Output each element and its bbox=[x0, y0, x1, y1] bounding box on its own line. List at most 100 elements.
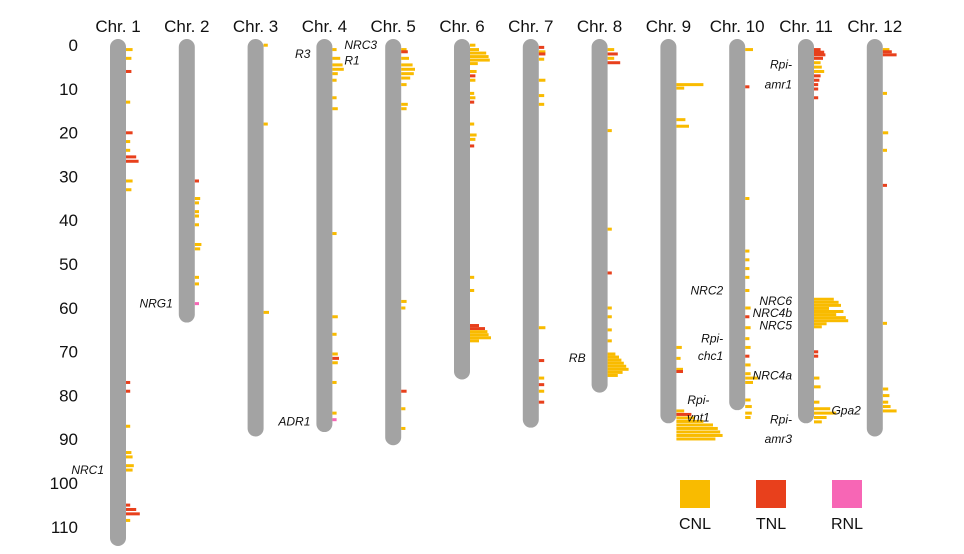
gene-marker-tnl bbox=[745, 315, 750, 319]
gene-marker-tnl bbox=[538, 45, 545, 49]
gene-marker-cnl bbox=[194, 197, 201, 200]
chromosome-label: Chr. 10 bbox=[710, 17, 765, 36]
gene-marker-cnl bbox=[538, 94, 545, 98]
gene-marker-cnl bbox=[882, 48, 890, 52]
gene-marker-cnl bbox=[814, 400, 820, 404]
gene-marker-cnl bbox=[607, 370, 623, 374]
gene-marker-cnl bbox=[332, 107, 338, 111]
gene-marker-cnl bbox=[470, 336, 491, 340]
gene-marker-tnl bbox=[814, 87, 819, 91]
gene-marker-cnl bbox=[126, 148, 131, 152]
gene-marker-cnl bbox=[538, 376, 545, 380]
gene-marker-cnl bbox=[745, 48, 753, 52]
gene-marker-cnl bbox=[126, 188, 132, 192]
gene-marker-cnl bbox=[470, 330, 488, 334]
gene-marker-cnl bbox=[745, 416, 751, 419]
gene-marker-cnl bbox=[470, 48, 479, 52]
gene-marker-tnl bbox=[126, 155, 137, 159]
y-tick-label: 50 bbox=[59, 255, 78, 274]
gene-marker-cnl bbox=[745, 267, 750, 271]
chromosome-bar bbox=[729, 39, 746, 411]
gene-label: Rpi- bbox=[770, 58, 792, 72]
gene-marker-cnl bbox=[814, 322, 827, 326]
legend-label: TNL bbox=[756, 516, 786, 533]
chromosome-label: Chr. 2 bbox=[164, 17, 209, 36]
gene-marker-cnl bbox=[470, 122, 475, 126]
chromosome-bar bbox=[247, 39, 264, 437]
gene-marker-cnl bbox=[263, 43, 268, 47]
gene-marker-cnl bbox=[814, 310, 844, 314]
gene-marker-tnl bbox=[814, 354, 819, 358]
gene-marker-cnl bbox=[470, 288, 475, 292]
gene-marker-cnl bbox=[470, 43, 476, 47]
chromosome-label: Chr. 7 bbox=[508, 17, 553, 36]
gene-marker-cnl bbox=[745, 411, 752, 415]
gene-marker-cnl bbox=[745, 405, 752, 409]
gene-marker-cnl bbox=[607, 129, 612, 133]
chromosome-bar bbox=[660, 39, 677, 424]
gene-marker-cnl bbox=[607, 355, 619, 359]
y-tick-label: 0 bbox=[69, 36, 78, 55]
gene-marker-cnl bbox=[126, 179, 133, 183]
gene-marker-cnl bbox=[814, 306, 829, 310]
chromosome-bar bbox=[454, 39, 470, 380]
y-tick-label: 70 bbox=[59, 343, 78, 362]
gene-marker-cnl bbox=[745, 363, 751, 367]
gene-marker-cnl bbox=[126, 464, 134, 468]
gene-label: NRC3 bbox=[344, 38, 377, 52]
gene-marker-tnl bbox=[882, 53, 897, 57]
gene-marker-cnl bbox=[745, 197, 750, 200]
gene-marker-cnl bbox=[332, 72, 338, 76]
gene-marker-cnl bbox=[126, 455, 133, 459]
gene-marker-cnl bbox=[126, 424, 131, 428]
gene-marker-cnl bbox=[814, 313, 837, 317]
gene-marker-cnl bbox=[538, 389, 545, 393]
gene-marker-cnl bbox=[607, 48, 615, 52]
gene-marker-cnl bbox=[676, 124, 689, 128]
gene-marker-cnl bbox=[676, 423, 713, 427]
gene-marker-cnl bbox=[401, 72, 414, 76]
chromosome-bar bbox=[522, 39, 539, 428]
gene-marker-tnl bbox=[814, 96, 819, 100]
gene-marker-cnl bbox=[470, 137, 476, 141]
chromosome-group: Chr. 1 Chr. 2 Chr. 3 Chr. 4 Chr. 5 Chr. 6 Chr.… bbox=[95, 17, 902, 546]
legend-swatch-tnl bbox=[756, 480, 786, 508]
gene-marker-cnl bbox=[676, 345, 682, 349]
chromosome-label: Chr. 6 bbox=[439, 17, 484, 36]
gene-marker-cnl bbox=[882, 91, 887, 95]
gene-marker-cnl bbox=[814, 416, 827, 419]
gene-marker-cnl bbox=[882, 321, 887, 325]
gene-marker-cnl bbox=[882, 405, 891, 409]
gene-marker-cnl bbox=[332, 315, 338, 319]
gene-marker-cnl bbox=[332, 411, 337, 415]
gene-marker-tnl bbox=[470, 324, 479, 328]
gene-marker-tnl bbox=[194, 179, 199, 183]
gene-marker-rnl bbox=[332, 418, 337, 422]
gene-marker-cnl bbox=[814, 407, 831, 411]
gene-marker-tnl bbox=[814, 78, 820, 82]
gene-marker-tnl bbox=[676, 412, 692, 416]
gene-marker-cnl bbox=[332, 352, 338, 356]
y-tick-label: 10 bbox=[59, 80, 78, 99]
gene-marker-tnl bbox=[126, 507, 137, 511]
chromosome-label: Chr. 5 bbox=[371, 17, 416, 36]
gene-label: NRC5 bbox=[759, 318, 792, 332]
gene-marker-cnl bbox=[401, 102, 408, 106]
gene-marker-tnl bbox=[470, 100, 475, 104]
gene-marker-cnl bbox=[126, 518, 131, 522]
gene-marker-cnl bbox=[676, 83, 704, 87]
gene-marker-cnl bbox=[676, 86, 685, 90]
gene-marker-cnl bbox=[538, 102, 545, 106]
gene-marker-tnl bbox=[745, 354, 750, 358]
gene-marker-cnl bbox=[745, 258, 750, 262]
gene-marker-cnl bbox=[607, 352, 616, 356]
gene-marker-cnl bbox=[607, 361, 624, 365]
chromosome-bar bbox=[178, 39, 195, 323]
gene-marker-cnl bbox=[745, 326, 751, 330]
gene-marker-cnl bbox=[401, 67, 415, 71]
gene-marker-cnl bbox=[332, 361, 338, 365]
legend: CNL TNL RNL bbox=[679, 480, 863, 533]
y-tick-label: 80 bbox=[59, 386, 78, 405]
gene-marker-cnl bbox=[470, 58, 490, 62]
y-tick-label: 40 bbox=[59, 211, 78, 230]
